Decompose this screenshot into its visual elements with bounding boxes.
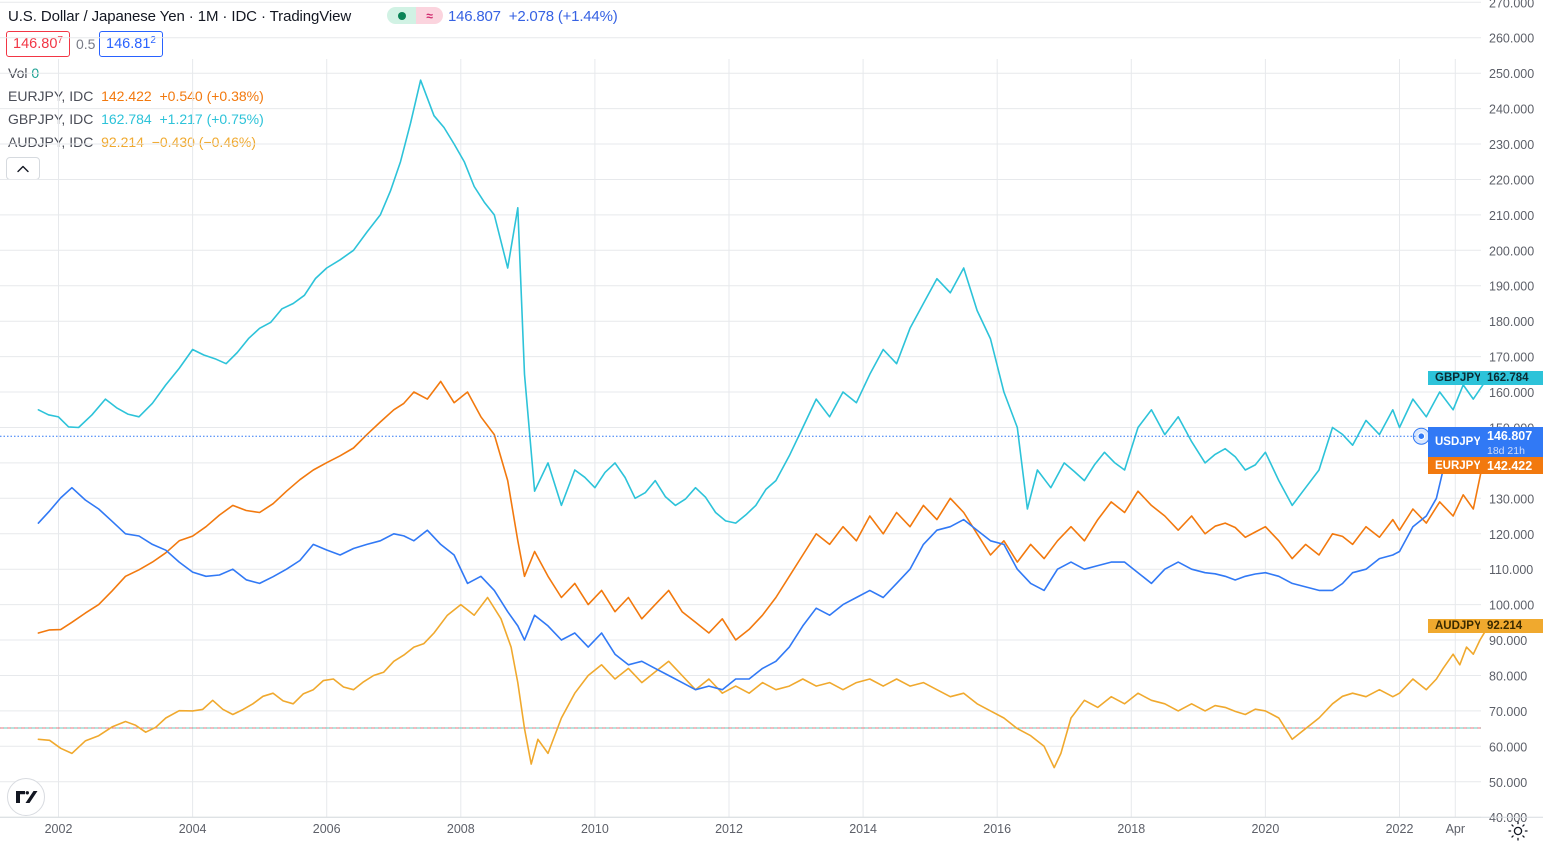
svg-text:220.000: 220.000	[1489, 174, 1534, 188]
svg-text:130.000: 130.000	[1489, 492, 1534, 506]
svg-text:230.000: 230.000	[1489, 138, 1534, 152]
svg-text:2022: 2022	[1386, 822, 1414, 836]
svg-text:2014: 2014	[849, 822, 877, 836]
svg-text:60.000: 60.000	[1489, 740, 1527, 754]
svg-text:2010: 2010	[581, 822, 609, 836]
svg-text:2020: 2020	[1251, 822, 1279, 836]
svg-text:2018: 2018	[1117, 822, 1145, 836]
svg-text:2008: 2008	[447, 822, 475, 836]
svg-text:170.000: 170.000	[1489, 351, 1534, 365]
svg-text:190.000: 190.000	[1489, 280, 1534, 294]
svg-text:70.000: 70.000	[1489, 705, 1527, 719]
svg-text:50.000: 50.000	[1489, 776, 1527, 790]
svg-text:250.000: 250.000	[1489, 67, 1534, 81]
svg-text:270.000: 270.000	[1489, 0, 1534, 10]
svg-text:200.000: 200.000	[1489, 244, 1534, 258]
svg-text:210.000: 210.000	[1489, 209, 1534, 223]
svg-text:120.000: 120.000	[1489, 528, 1534, 542]
svg-text:90.000: 90.000	[1489, 634, 1527, 648]
svg-text:100.000: 100.000	[1489, 599, 1534, 613]
svg-text:180.000: 180.000	[1489, 315, 1534, 329]
svg-text:160.000: 160.000	[1489, 386, 1534, 400]
svg-text:240.000: 240.000	[1489, 103, 1534, 117]
svg-text:2002: 2002	[45, 822, 73, 836]
svg-text:Apr: Apr	[1446, 822, 1465, 836]
svg-text:2006: 2006	[313, 822, 341, 836]
svg-text:260.000: 260.000	[1489, 32, 1534, 46]
svg-text:2012: 2012	[715, 822, 743, 836]
svg-text:2004: 2004	[179, 822, 207, 836]
svg-text:110.000: 110.000	[1489, 563, 1533, 577]
svg-text:2016: 2016	[983, 822, 1011, 836]
svg-text:80.000: 80.000	[1489, 670, 1527, 684]
